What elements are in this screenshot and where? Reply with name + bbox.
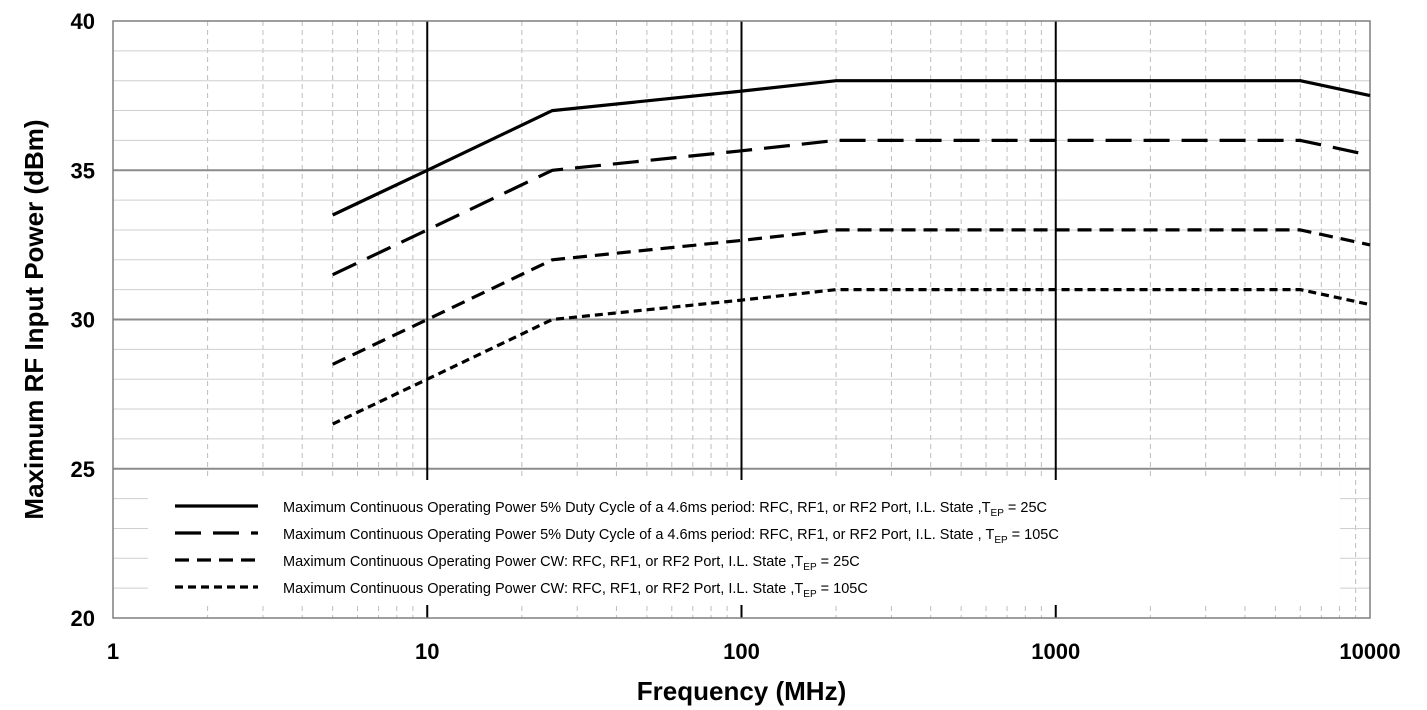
x-tick-labels: 1 10 100 1000 10000 [107, 639, 1401, 664]
x-axis-title: Frequency (MHz) [637, 676, 846, 706]
x-tick-label: 10000 [1339, 639, 1400, 664]
y-tick-label: 35 [71, 158, 95, 183]
legend: Maximum Continuous Operating Power 5% Du… [148, 480, 1340, 605]
plot-frame [112, 20, 1371, 619]
x-tick-label: 10 [415, 639, 439, 664]
series-line-4 [332, 288, 1371, 426]
legend-label-4: Maximum Continuous Operating Power CW: R… [283, 581, 868, 600]
legend-box [148, 480, 1340, 605]
x-tick-label: 100 [723, 639, 760, 664]
legend-label-2: Maximum Continuous Operating Power 5% Du… [283, 527, 1059, 546]
series-layer [332, 79, 1371, 426]
y-axis-title: Maximum RF Input Power (dBm) [19, 119, 49, 519]
legend-label-3: Maximum Continuous Operating Power CW: R… [283, 554, 860, 573]
series-line-3 [332, 228, 1371, 366]
x-tick-label: 1000 [1031, 639, 1080, 664]
y-tick-labels: 20 25 30 35 40 [71, 9, 95, 631]
y-tick-label: 30 [71, 308, 95, 333]
series-line-2 [332, 138, 1371, 277]
legend-label-1: Maximum Continuous Operating Power 5% Du… [283, 500, 1047, 519]
y-tick-label: 25 [71, 457, 95, 482]
y-tick-label: 20 [71, 606, 95, 631]
x-tick-label: 1 [107, 639, 119, 664]
y-tick-label: 40 [71, 9, 95, 34]
series-line-1 [332, 79, 1371, 217]
